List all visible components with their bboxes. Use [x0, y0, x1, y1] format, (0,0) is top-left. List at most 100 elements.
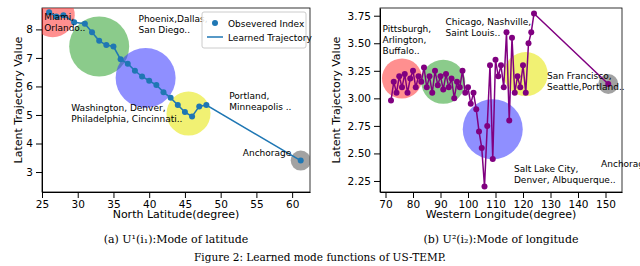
y-tick: 2.75: [348, 120, 380, 132]
x-tick: 80: [407, 192, 420, 210]
point: [391, 79, 397, 85]
cluster-label: Anchorage: [243, 148, 292, 158]
x-tick: 60: [286, 192, 299, 210]
cluster-label: San Francisco,Seattle,Portland..: [547, 71, 625, 92]
x-tick-mark: [256, 192, 257, 198]
y-tick-label: 2.25: [348, 175, 371, 187]
x-tick-label: 55: [250, 198, 263, 210]
y-tick-mark: [374, 43, 380, 44]
plot-frame: [380, 8, 622, 192]
point: [451, 95, 457, 101]
x-tick-mark: [523, 192, 524, 198]
point: [468, 101, 474, 107]
cluster-label-line: Chicago, Nashville,: [445, 17, 531, 27]
x-axis-title: Western Longitude(degree): [426, 208, 576, 221]
point: [476, 128, 482, 134]
point: [421, 64, 427, 70]
point: [424, 84, 430, 90]
point: [512, 90, 518, 96]
cluster-label: Washington, Denver,Philadelphia, Cincinn…: [71, 103, 182, 124]
legend-label: Obsevered Index: [228, 19, 305, 29]
x-tick: 70: [379, 192, 392, 210]
cluster-label-line: San Diego..: [138, 25, 190, 35]
point: [504, 29, 510, 35]
point: [471, 90, 477, 96]
y-axis-title: Latent Trajectory Value: [330, 36, 343, 163]
point: [440, 87, 446, 93]
y-axis: 345678: [26, 9, 42, 193]
x-tick-mark: [578, 192, 579, 198]
point: [528, 29, 534, 35]
cluster-label-line: Denver, Albuquerque..: [514, 175, 616, 185]
y-tick-mark: [36, 144, 42, 145]
x-tick-mark: [113, 192, 114, 198]
y-tick-mark: [36, 86, 42, 87]
point: [446, 84, 452, 90]
y-tick-mark: [374, 126, 380, 127]
x-axis-title: North Latitude(degree): [113, 208, 240, 221]
cluster-label: Chicago, Nashville,Saint Louis..: [445, 17, 531, 38]
point: [482, 183, 488, 189]
legend: Obsevered Index Learned Trajectory: [202, 12, 312, 48]
y-tick-mark: [374, 71, 380, 72]
point: [394, 90, 400, 96]
y-axis-line: [42, 9, 43, 193]
x-axis-line: [381, 192, 623, 193]
x-tick-label: 150: [596, 198, 616, 210]
x-tick-label: 25: [36, 198, 49, 210]
y-tick: 8: [26, 23, 42, 35]
point: [435, 82, 441, 88]
x-tick-mark: [185, 192, 186, 198]
x-tick-mark: [149, 192, 150, 198]
y-tick: 2.25: [348, 175, 380, 187]
y-tick-label: 8: [26, 23, 33, 35]
x-tick-label: 80: [407, 198, 420, 210]
cluster-label-line: Washington, Denver,: [71, 103, 165, 113]
subtitle: (b) U²(i₂):Mode of longitude: [424, 233, 579, 246]
x-tick-mark: [551, 192, 552, 198]
point: [462, 90, 468, 96]
subtitle: (a) U¹(i₁):Mode of latitude: [104, 233, 249, 246]
y-tick: 3.50: [348, 37, 380, 49]
cluster-label-line: Phoenix,Dallas,: [138, 14, 207, 24]
x-tick-label: 60: [286, 198, 299, 210]
x-tick-mark: [292, 192, 293, 198]
x-tick-mark: [468, 192, 469, 198]
cluster-label-line: Buffalo..: [382, 46, 419, 56]
x-tick: 30: [72, 192, 85, 210]
legend-swatch: [212, 20, 218, 26]
y-tick-label: 3.25: [348, 65, 371, 77]
point: [515, 73, 521, 79]
cluster-label-line: Minneapolis ..: [229, 102, 291, 112]
x-tick: 25: [36, 192, 49, 210]
point: [429, 90, 435, 96]
cluster-label-line: Anchorage: [243, 148, 292, 158]
cluster-label-line: San Francisco,: [547, 71, 612, 81]
y-tick-label: 2.75: [348, 120, 371, 132]
y-tick-mark: [374, 98, 380, 99]
subplot: 2530354045505560345678Miami,Orlando..Pho…: [12, 0, 313, 246]
y-tick-label: 3.50: [348, 37, 371, 49]
point: [410, 68, 416, 74]
point: [498, 62, 504, 68]
point: [517, 84, 523, 90]
point: [427, 73, 433, 79]
legend-label: Learned Trajectory: [228, 33, 312, 43]
cluster-label-line: Salt Lake City,: [514, 164, 578, 174]
point: [490, 156, 496, 162]
point: [449, 76, 455, 82]
point: [418, 79, 424, 85]
cluster-label: Miami,Orlando..: [44, 12, 85, 33]
y-tick: 3.25: [348, 65, 380, 77]
point: [495, 73, 501, 79]
y-tick: 3: [26, 166, 42, 178]
point: [509, 35, 515, 41]
subplot: 7080901001101201301401502.252.502.753.00…: [330, 8, 640, 246]
x-tick-label: 70: [379, 198, 392, 210]
point: [454, 79, 460, 85]
point: [479, 145, 485, 151]
point: [531, 11, 537, 17]
x-tick-mark: [413, 192, 414, 198]
point: [506, 117, 512, 123]
y-tick-mark: [36, 172, 42, 173]
